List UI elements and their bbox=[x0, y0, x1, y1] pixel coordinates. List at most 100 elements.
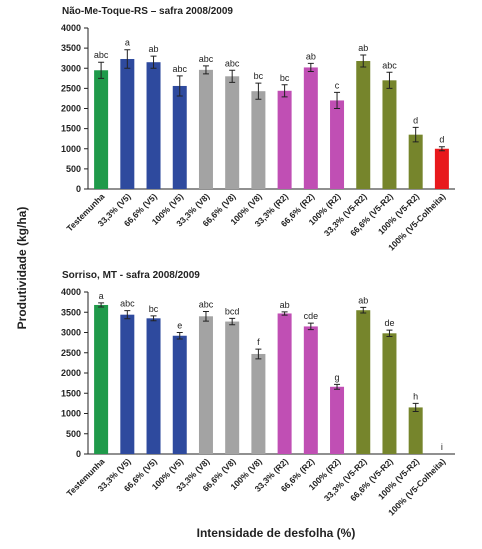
y-tick-label: 500 bbox=[66, 429, 81, 439]
bar bbox=[356, 310, 371, 454]
error-bar bbox=[150, 315, 157, 322]
bar bbox=[120, 58, 135, 190]
error-bar bbox=[124, 49, 131, 69]
significance-letter: bc bbox=[280, 73, 290, 83]
error-bar bbox=[229, 317, 236, 326]
significance-letter: c bbox=[335, 80, 340, 90]
bar bbox=[120, 314, 135, 454]
y-tick-label: 3000 bbox=[61, 63, 81, 73]
error-bar bbox=[412, 126, 419, 143]
bar bbox=[225, 321, 240, 454]
error-bar bbox=[98, 61, 105, 79]
error-bar bbox=[360, 306, 367, 314]
bar bbox=[251, 91, 266, 189]
significance-letter: ab bbox=[280, 300, 290, 310]
y-tick-label: 2500 bbox=[61, 348, 81, 358]
error-bar bbox=[386, 71, 393, 89]
significance-letter: abc bbox=[94, 50, 109, 60]
bar bbox=[94, 70, 109, 189]
significance-letter: abc bbox=[120, 299, 135, 309]
significance-letter: ab bbox=[149, 44, 159, 54]
error-bar bbox=[281, 84, 288, 98]
significance-letter: abc bbox=[225, 58, 240, 68]
y-tick-label: 0 bbox=[76, 449, 81, 459]
error-bar bbox=[334, 383, 341, 390]
bar bbox=[330, 100, 345, 189]
significance-letter: abc bbox=[199, 299, 214, 309]
significance-letter: h bbox=[413, 391, 418, 401]
bar bbox=[277, 90, 292, 189]
bar bbox=[94, 304, 109, 454]
y-tick-label: 0 bbox=[76, 184, 81, 194]
bar bbox=[382, 333, 397, 454]
bar bbox=[356, 61, 371, 189]
error-bar bbox=[98, 302, 105, 308]
error-bar bbox=[150, 55, 157, 69]
y-tick-label: 2500 bbox=[61, 83, 81, 93]
bar bbox=[408, 407, 423, 454]
bar bbox=[408, 134, 423, 189]
significance-letter: i bbox=[441, 442, 443, 452]
chart-title: Não-Me-Toque-RS – safra 2008/2009 bbox=[62, 6, 233, 17]
error-bar bbox=[255, 82, 262, 100]
error-bar bbox=[176, 332, 183, 340]
significance-letter: bcd bbox=[225, 306, 240, 316]
y-tick-label: 3500 bbox=[61, 307, 81, 317]
bar bbox=[330, 386, 345, 454]
error-bar bbox=[176, 75, 183, 97]
significance-letter: bc bbox=[254, 71, 264, 81]
error-bar bbox=[124, 310, 131, 320]
y-tick-label: 2000 bbox=[61, 104, 81, 114]
bar bbox=[277, 313, 292, 454]
significance-letter: bc bbox=[149, 304, 159, 314]
bar bbox=[303, 326, 318, 454]
error-bar bbox=[281, 311, 288, 316]
y-tick-label: 4000 bbox=[61, 287, 81, 297]
error-bar bbox=[360, 54, 367, 68]
significance-letter: a bbox=[99, 291, 104, 301]
bar bbox=[251, 353, 266, 454]
error-bar bbox=[202, 65, 209, 75]
bar bbox=[225, 76, 240, 189]
y-tick-label: 1500 bbox=[61, 124, 81, 134]
error-bar bbox=[307, 62, 314, 72]
significance-letter: de bbox=[384, 318, 394, 328]
bar bbox=[303, 67, 318, 189]
y-tick-label: 3000 bbox=[61, 328, 81, 338]
significance-letter: g bbox=[335, 372, 340, 382]
bar bbox=[434, 148, 449, 189]
y-tick-label: 1000 bbox=[61, 409, 81, 419]
significance-letter: e bbox=[177, 321, 182, 331]
significance-letter: abc bbox=[382, 60, 397, 70]
significance-letter: d bbox=[439, 135, 444, 145]
bar bbox=[382, 80, 397, 189]
significance-letter: abc bbox=[199, 54, 214, 64]
x-axis-label: Intensidade de desfolha (%) bbox=[197, 526, 356, 540]
bar bbox=[172, 85, 187, 189]
y-tick-label: 4000 bbox=[61, 23, 81, 33]
significance-letter: f bbox=[257, 337, 260, 347]
y-tick-label: 3500 bbox=[61, 43, 81, 53]
y-tick-label: 1500 bbox=[61, 388, 81, 398]
significance-letter: abc bbox=[172, 64, 187, 74]
chart-title: Sorriso, MT - safra 2008/2009 bbox=[62, 270, 200, 281]
error-bar bbox=[255, 348, 262, 360]
error-bar bbox=[438, 146, 445, 152]
bar bbox=[146, 318, 161, 454]
significance-letter: cde bbox=[304, 311, 319, 321]
bar bbox=[198, 316, 213, 454]
error-bar bbox=[412, 402, 419, 412]
significance-letter: ab bbox=[306, 51, 316, 61]
y-tick-label: 1000 bbox=[61, 144, 81, 154]
error-bar bbox=[229, 69, 236, 83]
error-bar bbox=[334, 91, 341, 109]
bar bbox=[172, 335, 187, 454]
error-bar bbox=[386, 329, 393, 338]
bar bbox=[146, 62, 161, 189]
y-tick-label: 2000 bbox=[61, 368, 81, 378]
bar bbox=[198, 69, 213, 189]
y-tick-label: 500 bbox=[66, 164, 81, 174]
significance-letter: d bbox=[413, 115, 418, 125]
error-bar bbox=[307, 322, 314, 331]
